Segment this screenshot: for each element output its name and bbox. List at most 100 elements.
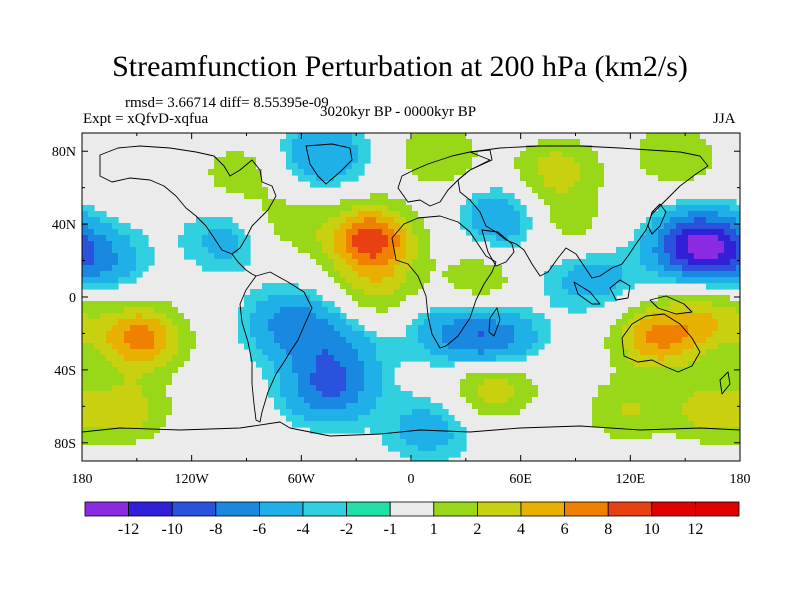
field-cell — [418, 271, 425, 278]
field-cell — [280, 139, 287, 146]
field-cell — [436, 445, 443, 452]
field-cell — [304, 355, 311, 362]
field-cell — [568, 277, 575, 284]
field-cell — [622, 409, 629, 416]
field-cell — [634, 145, 641, 152]
field-cell — [718, 307, 725, 314]
field-cell — [178, 325, 185, 332]
field-cell — [418, 277, 425, 284]
field-cell — [736, 445, 740, 452]
field-cell — [526, 337, 533, 344]
field-cell — [484, 283, 491, 290]
field-cell — [424, 259, 431, 266]
field-cell — [568, 241, 575, 248]
field-cell — [640, 235, 647, 242]
field-cell — [694, 409, 701, 416]
field-cell — [100, 445, 107, 452]
field-cell — [400, 301, 407, 308]
field-cell — [718, 163, 725, 170]
field-cell — [286, 385, 293, 392]
field-cell — [724, 325, 731, 332]
field-cell — [88, 409, 95, 416]
field-cell — [694, 211, 701, 218]
field-cell — [556, 229, 563, 236]
field-cell — [418, 133, 425, 140]
field-cell — [232, 265, 239, 272]
field-cell — [514, 145, 521, 152]
field-cell — [100, 439, 107, 446]
field-cell — [652, 175, 659, 182]
x-tick-label: 120E — [616, 472, 646, 487]
field-cell — [694, 253, 701, 260]
field-cell — [106, 229, 113, 236]
field-cell — [598, 169, 605, 176]
field-cell — [334, 253, 341, 260]
field-cell — [442, 187, 449, 194]
field-cell — [424, 421, 431, 428]
field-cell — [502, 391, 509, 398]
field-cell — [544, 133, 551, 140]
field-cell — [700, 145, 707, 152]
field-cell — [682, 241, 689, 248]
field-cell — [118, 367, 125, 374]
field-cell — [202, 175, 209, 182]
field-cell — [142, 343, 149, 350]
coastline-antarctica — [82, 421, 740, 437]
field-cell — [352, 349, 359, 356]
field-cell — [220, 187, 227, 194]
field-cell — [472, 199, 479, 206]
field-cell — [196, 241, 203, 248]
field-cell — [574, 181, 581, 188]
field-cell — [628, 265, 635, 272]
field-cell — [664, 349, 671, 356]
field-cell — [316, 409, 323, 416]
field-cell — [586, 265, 593, 272]
field-cell — [664, 325, 671, 332]
field-cell — [454, 163, 461, 170]
field-cell — [352, 199, 359, 206]
field-cell — [88, 373, 95, 380]
field-cell — [82, 445, 89, 452]
field-cell — [262, 217, 269, 224]
field-cell — [274, 337, 281, 344]
field-cell — [628, 409, 635, 416]
field-cell — [94, 235, 101, 242]
field-cell — [574, 223, 581, 230]
field-cell — [454, 175, 461, 182]
field-cell — [322, 409, 329, 416]
field-cell — [196, 349, 203, 356]
field-cell — [454, 325, 461, 332]
field-cell — [706, 421, 713, 428]
field-cell — [412, 433, 419, 440]
field-cell — [556, 271, 563, 278]
field-cell — [532, 133, 539, 140]
field-cell — [736, 223, 740, 230]
field-cell — [610, 385, 617, 392]
field-cell — [154, 427, 161, 434]
field-cell — [118, 247, 125, 254]
field-cell — [412, 253, 419, 260]
field-cell — [406, 409, 413, 416]
field-cell — [676, 415, 683, 422]
field-cell — [706, 337, 713, 344]
field-cell — [322, 355, 329, 362]
field-cell — [484, 157, 491, 164]
field-cell — [508, 139, 515, 146]
field-cell — [514, 169, 521, 176]
field-cell — [616, 247, 623, 254]
field-cell — [682, 361, 689, 368]
field-cell — [508, 157, 515, 164]
field-cell — [100, 241, 107, 248]
field-cell — [184, 367, 191, 374]
field-cell — [574, 187, 581, 194]
field-cell — [544, 271, 551, 278]
field-cell — [328, 145, 335, 152]
field-cell — [460, 151, 467, 158]
field-cell — [190, 313, 197, 320]
field-cell — [160, 391, 167, 398]
field-cell — [628, 361, 635, 368]
field-cell — [172, 421, 179, 428]
field-cell — [154, 355, 161, 362]
field-cell — [424, 175, 431, 182]
field-cell — [244, 331, 251, 338]
